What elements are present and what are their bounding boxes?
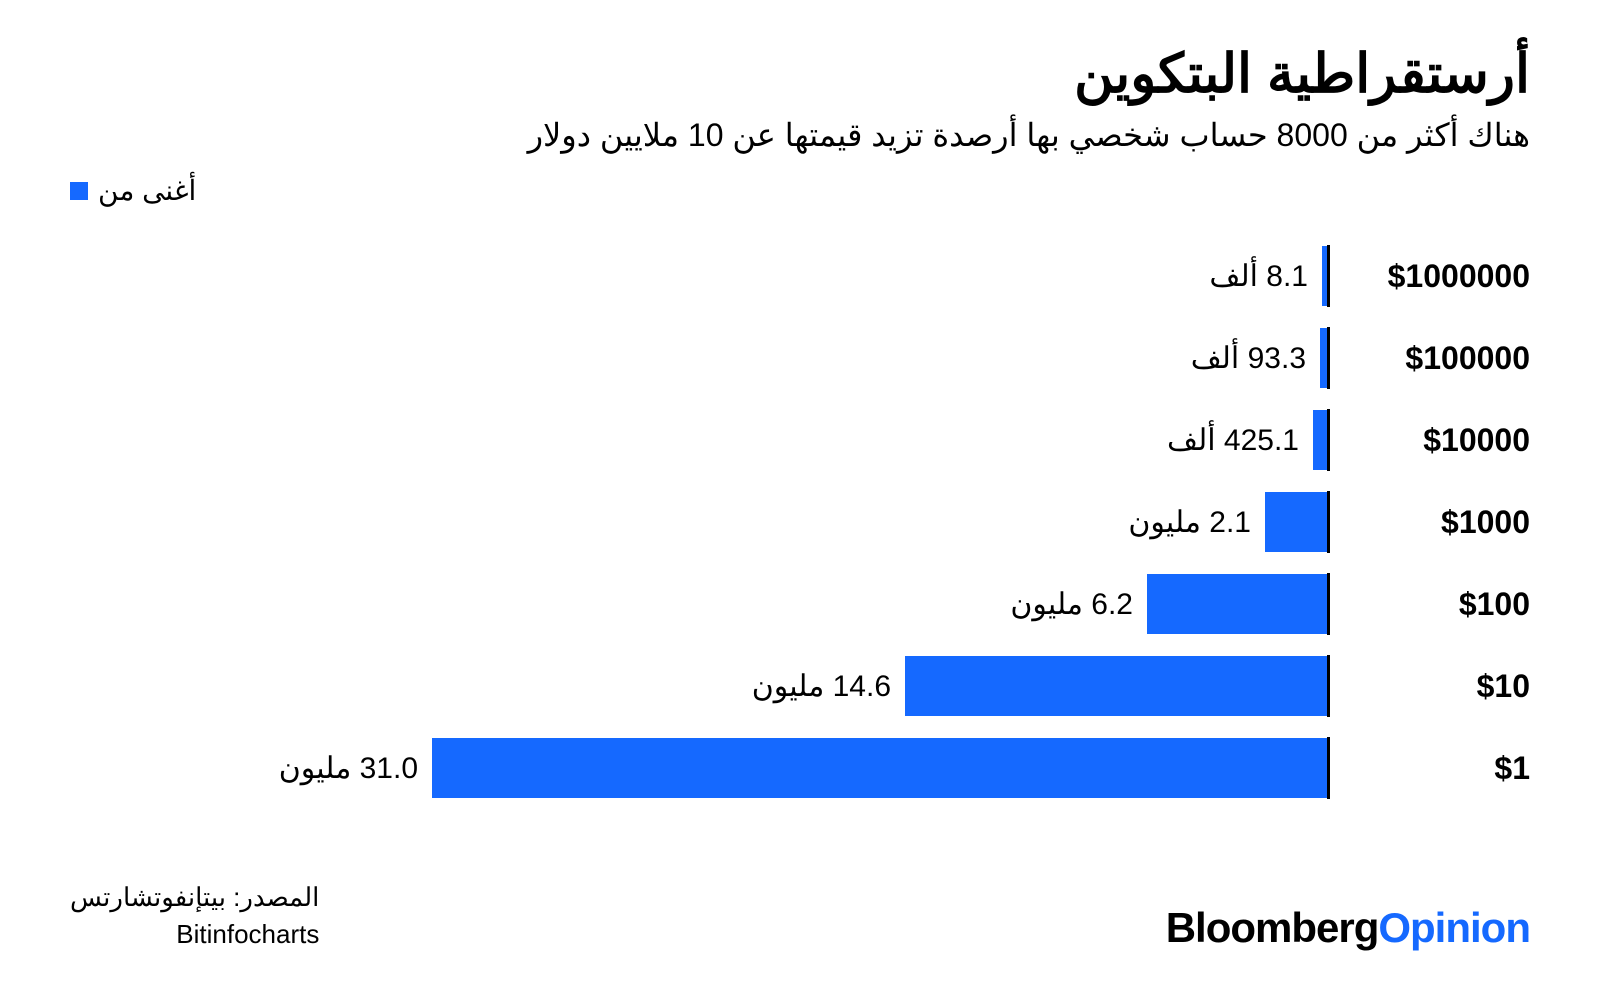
separator bbox=[1327, 655, 1330, 717]
value-label: 2.1 مليون bbox=[1128, 505, 1251, 540]
bar bbox=[1265, 492, 1327, 552]
separator bbox=[1327, 245, 1330, 307]
bar-zone: 8.1 ألف bbox=[70, 246, 1327, 306]
legend-label: أغنى من bbox=[98, 174, 196, 207]
bar-zone: 6.2 مليون bbox=[70, 574, 1327, 634]
bar-row: $1000000 8.1 ألف bbox=[70, 235, 1530, 317]
chart-title: أرستقراطية البتكوين bbox=[70, 45, 1530, 104]
bar bbox=[1322, 246, 1327, 306]
bar-row: $1 31.0 مليون bbox=[70, 727, 1530, 809]
bar-zone: 2.1 مليون bbox=[70, 492, 1327, 552]
bar-zone: 14.6 مليون bbox=[70, 656, 1327, 716]
bar-zone: 31.0 مليون bbox=[70, 738, 1327, 798]
value-label: 6.2 مليون bbox=[1010, 587, 1133, 622]
value-label: 425.1 ألف bbox=[1167, 423, 1299, 458]
bar-row: $10 14.6 مليون bbox=[70, 645, 1530, 727]
footer: BloombergOpinion المصدر: بيتإنفوتشارتس B… bbox=[70, 879, 1530, 952]
bar bbox=[1320, 328, 1327, 388]
chart-subtitle: هناك أكثر من 8000 حساب شخصي بها أرصدة تز… bbox=[70, 116, 1530, 154]
brand-logo: BloombergOpinion bbox=[1166, 904, 1530, 952]
category-label: $1000 bbox=[1330, 504, 1530, 541]
bar bbox=[905, 656, 1327, 716]
bar bbox=[432, 738, 1327, 798]
bar bbox=[1147, 574, 1327, 634]
brand-opinion: Opinion bbox=[1378, 904, 1530, 951]
source-ar: المصدر: بيتإنفوتشارتس bbox=[70, 882, 319, 912]
separator bbox=[1327, 409, 1330, 471]
category-label: $1 bbox=[1330, 750, 1530, 787]
category-label: $1000000 bbox=[1330, 258, 1530, 295]
separator bbox=[1327, 737, 1330, 799]
bar-zone: 425.1 ألف bbox=[70, 410, 1327, 470]
separator bbox=[1327, 573, 1330, 635]
category-label: $100 bbox=[1330, 586, 1530, 623]
bar bbox=[1313, 410, 1327, 470]
category-label: $10000 bbox=[1330, 422, 1530, 459]
brand-bloomberg: Bloomberg bbox=[1166, 904, 1379, 951]
value-label: 31.0 مليون bbox=[279, 751, 418, 786]
bar-row: $1000 2.1 مليون bbox=[70, 481, 1530, 563]
bar-row: $10000 425.1 ألف bbox=[70, 399, 1530, 481]
bar-chart: $1000000 8.1 ألف $100000 93.3 ألف $10000 425.… bbox=[70, 235, 1530, 809]
separator bbox=[1327, 327, 1330, 389]
separator bbox=[1327, 491, 1330, 553]
category-label: $100000 bbox=[1330, 340, 1530, 377]
value-label: 14.6 مليون bbox=[752, 669, 891, 704]
chart-container: أرستقراطية البتكوين هناك أكثر من 8000 حس… bbox=[0, 0, 1600, 992]
bar-row: $100 6.2 مليون bbox=[70, 563, 1530, 645]
legend-swatch bbox=[70, 182, 88, 200]
value-label: 93.3 ألف bbox=[1191, 341, 1306, 376]
legend: أغنى من bbox=[70, 174, 1530, 207]
bar-row: $100000 93.3 ألف bbox=[70, 317, 1530, 399]
source: المصدر: بيتإنفوتشارتس Bitinfocharts bbox=[70, 879, 319, 952]
value-label: 8.1 ألف bbox=[1209, 259, 1308, 294]
bar-zone: 93.3 ألف bbox=[70, 328, 1327, 388]
source-en: Bitinfocharts bbox=[70, 916, 319, 952]
category-label: $10 bbox=[1330, 668, 1530, 705]
